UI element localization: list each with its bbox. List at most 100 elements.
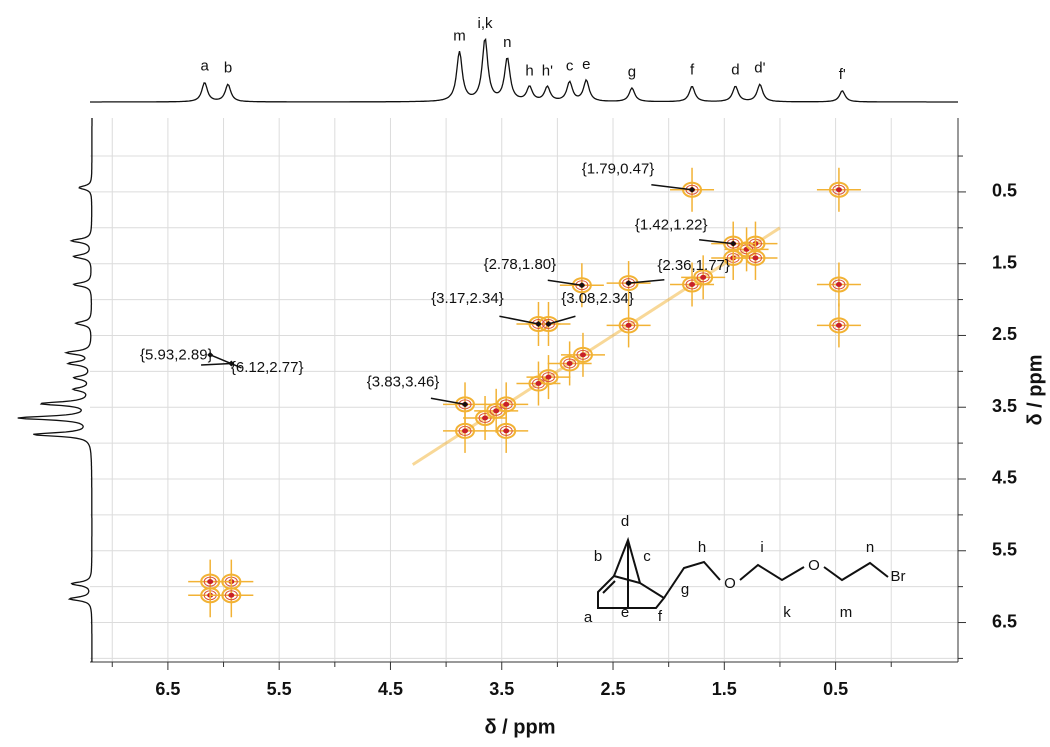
peak-mid xyxy=(203,576,217,587)
ring xyxy=(597,574,666,609)
annotation-point xyxy=(689,186,696,193)
peak-label: e xyxy=(582,56,590,73)
annotation-point xyxy=(730,240,737,247)
x-tick-label: 5.5 xyxy=(267,679,292,699)
peak-inner xyxy=(835,187,842,193)
peak-outer xyxy=(200,573,221,590)
annotation-label: {1.42,1.22} xyxy=(635,217,708,234)
annotation-arrow xyxy=(499,315,539,325)
double-bond xyxy=(602,580,616,594)
peak-inner xyxy=(752,255,759,261)
structure-label: g xyxy=(681,581,689,598)
cross-peak xyxy=(560,332,605,377)
annotation-label: {3.83,3.46} xyxy=(367,373,440,390)
chain xyxy=(663,560,889,599)
structure-bonds xyxy=(597,536,889,609)
grid xyxy=(90,118,958,662)
cross-peak xyxy=(484,408,529,453)
annotation-arrow xyxy=(548,315,576,325)
peak-inner xyxy=(493,408,500,414)
bridge xyxy=(613,536,641,608)
peak-mid xyxy=(541,318,555,329)
peak-outer xyxy=(828,276,849,293)
peak-inner xyxy=(207,579,214,585)
annotation-point xyxy=(207,351,214,358)
annotation-arrow xyxy=(651,184,693,191)
structure-label: O xyxy=(808,557,820,574)
cross-peak xyxy=(816,167,861,212)
peak-mid xyxy=(458,399,472,410)
peak-label: h xyxy=(525,63,533,80)
peak-label: f xyxy=(690,61,695,78)
y-tick-label: 3.5 xyxy=(992,396,1017,416)
annotation-label: {3.08,2.34} xyxy=(561,290,634,307)
peak-outer xyxy=(828,181,849,198)
cross-peak xyxy=(816,262,861,307)
peak-mid xyxy=(832,184,846,195)
annotation-point xyxy=(578,282,585,289)
annotation-label: {3.17,2.34} xyxy=(431,290,504,307)
peak-inner xyxy=(535,381,542,387)
peak-inner xyxy=(228,592,235,598)
x-axis-title: δ / ppm xyxy=(484,716,555,738)
structure-label: c xyxy=(643,548,651,565)
cross-peak xyxy=(209,573,254,618)
peak-mid xyxy=(499,425,513,436)
annotation-point xyxy=(545,320,552,327)
cross-peak xyxy=(547,341,592,386)
annotation-arrow xyxy=(547,279,582,286)
peak-outer xyxy=(496,422,517,439)
peak-label: d xyxy=(731,61,739,78)
peak-mid xyxy=(478,412,492,423)
y-tick-label: 5.5 xyxy=(992,540,1017,560)
peak-outer xyxy=(455,396,476,413)
peak-mid xyxy=(576,349,590,360)
annotation-label: {2.78,1.80} xyxy=(484,256,557,273)
peak-inner xyxy=(462,428,469,434)
x-tick-label: 0.5 xyxy=(823,679,848,699)
peak-outer xyxy=(828,317,849,334)
peak-inner xyxy=(579,352,586,358)
structure-label: k xyxy=(783,604,791,621)
structure-label: d xyxy=(621,513,629,530)
structure-label: i xyxy=(760,539,763,556)
peak-outer xyxy=(572,346,593,363)
annotation-arrow xyxy=(201,362,232,366)
structure-label: b xyxy=(594,548,602,565)
cross-peak xyxy=(606,303,651,348)
peak-mid xyxy=(832,279,846,290)
peak-label: c xyxy=(566,58,574,75)
x-tick-label: 2.5 xyxy=(601,679,626,699)
y-tick-label: 6.5 xyxy=(992,611,1017,631)
y-tick-label: 0.5 xyxy=(992,181,1017,201)
peak-label: h' xyxy=(542,63,553,80)
peak-outer xyxy=(723,235,744,252)
peak-label: a xyxy=(200,58,209,75)
top-projection xyxy=(90,37,958,103)
peak-inner xyxy=(835,322,842,328)
annotation-arrow xyxy=(628,278,665,284)
peak-inner xyxy=(835,282,842,288)
y-tick-label: 2.5 xyxy=(992,324,1017,344)
peak-label: d' xyxy=(754,60,765,77)
annotation-label: {5.93,2.89} xyxy=(140,346,213,363)
peak-label: g xyxy=(628,63,636,80)
peak-mid xyxy=(685,279,699,290)
peak-inner xyxy=(689,282,696,288)
cross-peak xyxy=(526,355,571,400)
peak-label: b xyxy=(224,60,232,77)
cross-peak xyxy=(484,382,529,427)
x-tick-label: 6.5 xyxy=(155,679,180,699)
x-tick-label: 1.5 xyxy=(712,679,737,699)
peak-outer xyxy=(682,181,703,198)
structure-label: h xyxy=(698,539,706,556)
structure-label: m xyxy=(840,604,853,621)
peak-label: m xyxy=(453,27,466,44)
peak-inner xyxy=(503,401,510,407)
peak-inner xyxy=(625,322,632,328)
peak-mid xyxy=(563,358,577,369)
annotation-label: {6.12,2.77} xyxy=(231,359,304,376)
structure-label: a xyxy=(584,609,593,626)
